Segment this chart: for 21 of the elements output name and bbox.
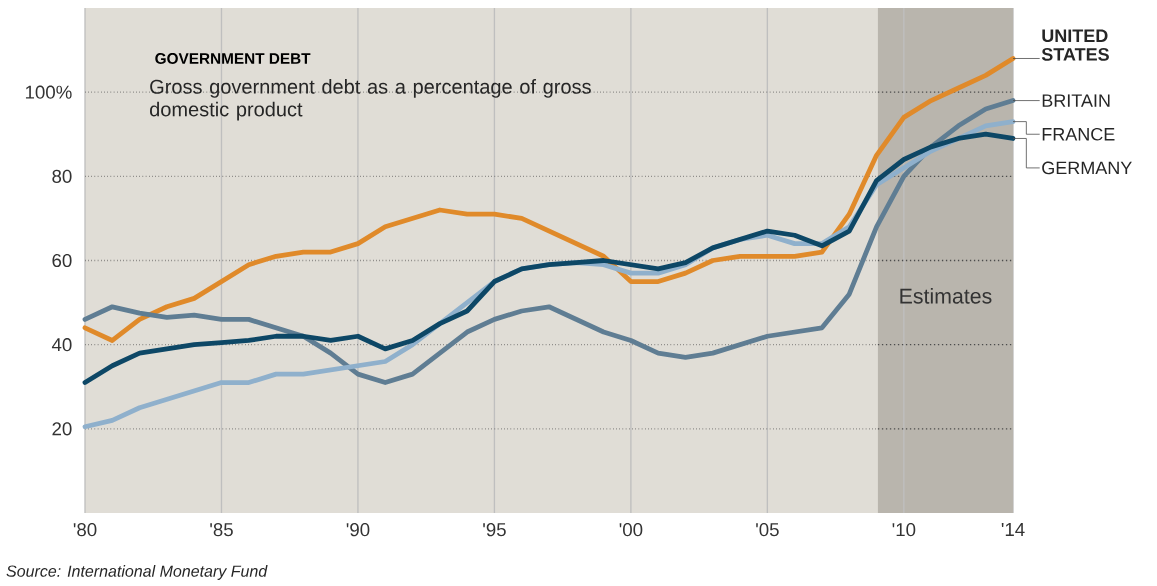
x-tick-label: '85 [210, 523, 233, 537]
y-tick-label: 80 [52, 169, 72, 183]
x-tick-label: '90 [346, 523, 370, 537]
y-tick-label: 40 [51, 338, 72, 352]
x-tick-label: '80 [73, 523, 97, 537]
x-tick-label: '10 [892, 523, 916, 537]
x-tick-label: '95 [483, 523, 506, 537]
text: Gross government debt as a percentage of gross domestic product [150, 79, 591, 121]
text: GERMANY [1042, 161, 1132, 175]
text: GOVERNMENT DEBT [155, 53, 311, 64]
series-label: FRANCE [1042, 127, 1115, 141]
y-tick-label: 100% [25, 85, 72, 99]
series-label: UNITED STATES [1041, 29, 1109, 61]
x-tick-label: '00 [619, 523, 643, 537]
band-label: Estimates [900, 288, 992, 304]
y-tick-label: 60 [52, 253, 72, 268]
series-label: BRITAIN [1042, 94, 1110, 107]
x-tick-label: '14 [1001, 523, 1025, 536]
source-note: Source: International Monetary Fund [6, 565, 268, 580]
x-tick-label: '05 [756, 523, 779, 537]
y-tick-label: 20 [52, 422, 72, 436]
